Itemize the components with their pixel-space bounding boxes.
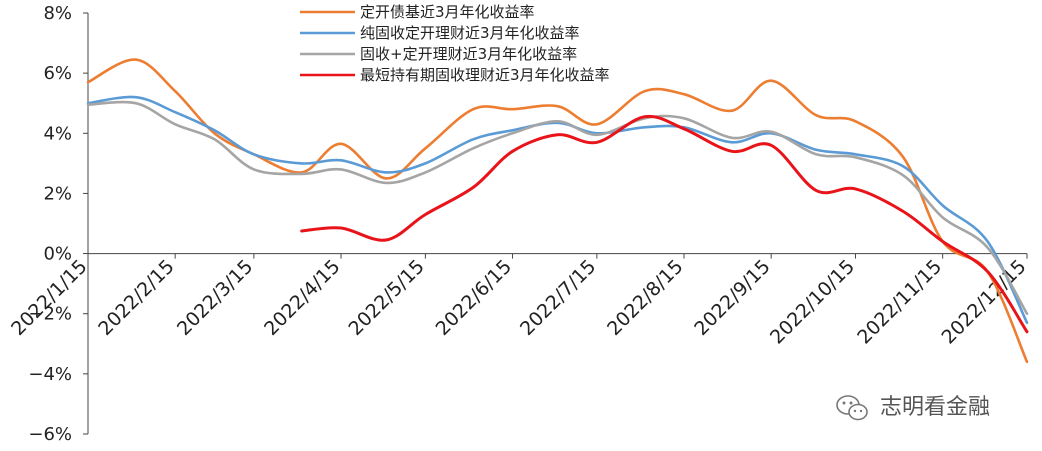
series-line-2 [86, 95, 1029, 324]
legend-label: 固收+定开理财近3月年化收益率 [360, 45, 577, 63]
legend-label: 最短持有期固收理财近3月年化收益率 [360, 66, 610, 84]
watermark: 志明看金融 [836, 395, 990, 421]
x-tick-label: 2022/10/15 [766, 256, 859, 349]
y-tick-label: 4% [43, 123, 72, 144]
series-line-3 [86, 100, 1029, 315]
x-tick-label: 2022/11/15 [853, 256, 946, 349]
x-tick-label: 2022/1/15 [7, 256, 91, 340]
watermark-text: 志明看金融 [880, 395, 990, 420]
x-tick-label: 2022/3/15 [173, 256, 257, 340]
legend: 定开债基近3月年化收益率纯固收定开理财近3月年化收益率固收+定开理财近3月年化收… [300, 3, 610, 84]
x-tick-label: 2022/2/15 [94, 256, 178, 340]
y-tick-label: −4% [28, 364, 72, 385]
y-tick-label: 8% [43, 3, 72, 24]
y-tick-label: −2% [28, 304, 72, 325]
x-tick-label: 2022/7/15 [516, 256, 600, 340]
x-tick-label: 2022/6/15 [432, 256, 516, 340]
series-line-4 [300, 114, 1029, 334]
legend-label: 纯固收定开理财近3月年化收益率 [360, 24, 580, 42]
legend-label: 定开债基近3月年化收益率 [360, 3, 535, 21]
y-tick-label: 0% [43, 244, 72, 265]
x-tick-label: 2022/4/15 [260, 256, 344, 340]
y-tick-label: 6% [43, 63, 72, 84]
x-tick-label: 2022/9/15 [690, 256, 774, 340]
y-tick-label: 2% [43, 183, 72, 204]
series-lines [86, 58, 1029, 364]
x-tick-label: 2022/5/15 [344, 256, 428, 340]
wechat-icon [836, 395, 868, 421]
x-tick-label: 2022/8/15 [603, 256, 687, 340]
y-tick-label: −6% [28, 424, 72, 445]
y-axis-ticks: −6% −4% −2% 0% 2% 4% 6% 8% [28, 3, 88, 445]
